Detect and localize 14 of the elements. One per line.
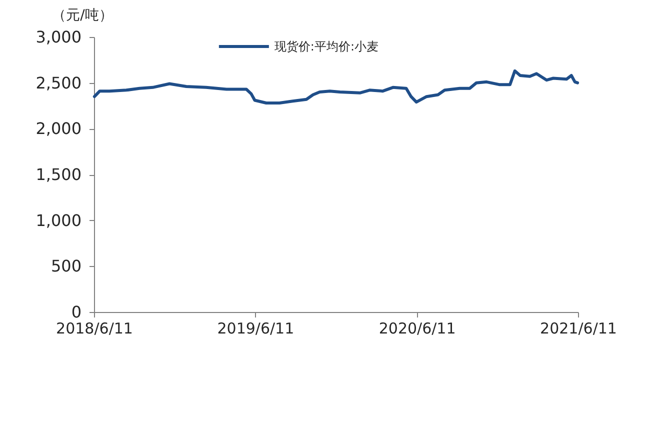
y-tick-label: 1,000: [36, 210, 82, 230]
y-tick-label: 3,000: [36, 28, 82, 46]
line-series: [92, 69, 580, 104]
y-axis-title: （元/吨）: [52, 8, 113, 24]
x-tick-label: 2020/6/11: [378, 320, 456, 338]
x-tick-label: 2018/6/11: [56, 320, 133, 338]
x-tick-label: 2019/6/11: [217, 320, 294, 338]
y-tick-label: 0: [71, 302, 82, 322]
legend-label: 现货价:平均价:小麦: [274, 40, 379, 54]
y-tick-label: 2,000: [36, 119, 82, 138]
y-tick-label: 1,500: [36, 165, 82, 184]
x-tick-label: 2021/6/11: [540, 320, 617, 338]
y-tick-label: 2,500: [36, 73, 82, 92]
y-tick-label: 500: [50, 256, 82, 276]
